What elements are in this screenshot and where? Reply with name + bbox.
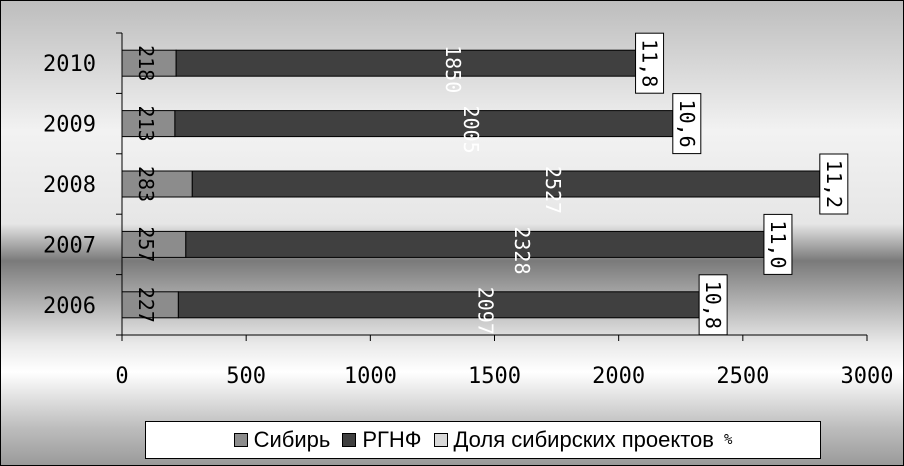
x-tick-label: 500 [226,364,266,389]
data-label-siberia: 257 [134,226,158,262]
bar-rgnf [185,230,765,258]
legend-item-rgnf: РГНФ [342,427,422,453]
legend-label-siberia: Сибирь [253,427,331,452]
data-label-rgnf: 1850 [441,45,465,93]
share-label-box [635,32,665,94]
bar-siberia [121,49,177,77]
y-tick-label: 2006 [43,294,96,319]
x-tick-label: 2500 [716,364,769,389]
x-tick-label: 0 [115,364,128,389]
data-label-share: 10,8 [701,281,725,329]
data-label-rgnf: 2527 [541,166,565,214]
legend-unit: % [723,432,733,448]
data-label-rgnf: 2097 [474,287,498,335]
data-label-share: 11,8 [638,39,662,87]
bar-rgnf [174,110,674,138]
x-tick-label: 2000 [592,364,645,389]
data-label-rgnf: 2328 [510,226,534,274]
bar-rgnf [191,170,821,198]
y-tick-label: 2007 [43,233,96,258]
legend: Сибирь РГНФ Доля сибирских проектов % [145,421,821,459]
bar-siberia [121,230,187,258]
data-label-share: 11,0 [766,220,790,268]
bar-rgnf [177,291,700,319]
x-tick-label: 1000 [344,364,397,389]
legend-swatch-siberia [233,433,248,447]
x-tick-label: 3000 [841,364,894,389]
data-label-siberia: 227 [134,287,158,323]
legend-item-siberia: Сибирь [233,427,331,453]
bar-siberia [121,110,176,138]
data-label-share: 11,2 [822,160,846,208]
legend-swatch-rgnf [342,433,357,447]
data-label-siberia: 218 [134,45,158,81]
data-label-rgnf: 2005 [459,106,483,154]
share-label-box [763,213,793,275]
bar-siberia [121,291,179,319]
y-tick-label: 2009 [43,113,96,138]
share-label-box [698,274,728,336]
bar-chart: 0 500 1000 1500 2000 2500 3000 2010 218 1850 11,8 2… [43,32,894,389]
data-label-siberia: 213 [134,106,158,142]
legend-item-share: Доля сибирских проектов % [433,427,733,453]
bar-rgnf [175,49,637,77]
legend-swatch-share [433,433,448,447]
y-tick-label: 2008 [43,173,96,198]
legend-label-rgnf: РГНФ [362,427,422,452]
data-label-siberia: 283 [134,166,158,202]
bar-siberia [121,170,193,198]
share-label-box [819,153,849,215]
x-tick-label: 1500 [468,364,521,389]
data-label-share: 10,6 [675,100,699,148]
y-tick-label: 2010 [43,52,96,77]
legend-label-share: Доля сибирских проектов [453,427,714,452]
share-label-box [672,93,702,155]
